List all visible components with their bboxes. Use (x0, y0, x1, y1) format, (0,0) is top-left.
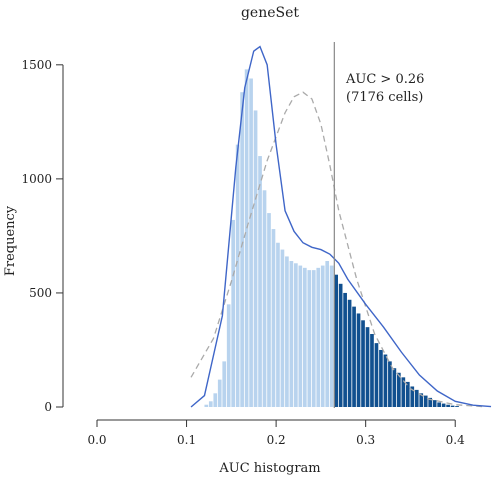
histogram-bar (343, 292, 347, 407)
x-tick-label: 0.2 (267, 433, 286, 447)
histogram-bar (307, 270, 312, 408)
histogram-bar (302, 267, 307, 407)
histogram-bar (226, 304, 231, 407)
annotation-threshold: AUC > 0.26 (345, 72, 424, 87)
histogram-bar (455, 406, 459, 407)
histogram-bar (397, 372, 401, 407)
x-tick-label: 0.4 (446, 433, 465, 447)
histogram-bar (244, 69, 249, 408)
histogram-bar (249, 78, 253, 407)
histogram-bar (401, 377, 406, 407)
histogram-bar (329, 265, 334, 407)
histogram-bar (213, 393, 218, 407)
histogram-bar (208, 401, 213, 407)
histogram-bars (204, 69, 459, 408)
y-tick-label: 1000 (21, 172, 52, 186)
histogram-bar (325, 261, 330, 407)
x-axis: 0.0 0.1 0.2 0.3 0.4 (87, 419, 465, 447)
y-tick-label: 500 (29, 286, 52, 300)
histogram-bar (432, 400, 437, 407)
histogram-bar (311, 270, 316, 408)
histogram-bar (370, 334, 374, 407)
histogram-bar (450, 405, 455, 407)
histogram-bar (437, 402, 441, 407)
histogram-bar (217, 379, 222, 408)
histogram-bar (383, 354, 388, 407)
density-curve-solid (190, 45, 492, 408)
histogram-bar (374, 343, 379, 408)
histogram-bar (356, 313, 361, 407)
annotation-cell-count: (7176 cells) (346, 90, 423, 105)
histogram-bar (338, 283, 343, 407)
x-tick-label: 0.1 (177, 433, 196, 447)
histogram-bar (235, 144, 240, 407)
histogram-bar (423, 395, 428, 407)
histogram-bar (280, 249, 285, 407)
histogram-bar (262, 190, 267, 407)
histogram-bar (414, 389, 419, 407)
histogram-bar (320, 265, 325, 407)
histogram-bar (388, 361, 392, 408)
histogram-bar (334, 274, 338, 407)
histogram-bar (258, 156, 262, 407)
histogram-bar (410, 386, 415, 407)
histogram-bar (446, 404, 450, 407)
x-axis-label: AUC histogram (218, 461, 320, 476)
histogram-bar (276, 242, 280, 407)
histogram-bar (222, 361, 227, 408)
histogram-bar (231, 219, 236, 407)
histogram-bar (253, 110, 258, 407)
histogram-bar (271, 229, 276, 407)
y-tick-label: 1500 (21, 58, 52, 72)
histogram-bar (405, 381, 410, 407)
histogram-bar (352, 306, 356, 408)
y-axis: 0 500 1000 1500 (21, 58, 64, 414)
histogram-bar (298, 265, 303, 407)
density-curves (190, 45, 492, 408)
x-tick-label: 0.3 (356, 433, 375, 447)
histogram-bar (285, 256, 289, 407)
histogram-bar (347, 299, 352, 407)
histogram-bar (441, 403, 446, 407)
histogram-bar (204, 404, 209, 407)
y-axis-label: Frequency (3, 205, 18, 276)
histogram-bar (316, 267, 321, 407)
histogram-bar (294, 263, 298, 407)
histogram-bar (289, 261, 294, 407)
histogram-bar (361, 320, 365, 407)
histogram-bar (392, 368, 397, 407)
histogram-bar (267, 213, 271, 407)
y-tick-label: 0 (44, 400, 52, 414)
density-curve-dashed (190, 91, 483, 408)
histogram-bar (365, 327, 370, 407)
x-tick-label: 0.0 (87, 433, 106, 447)
chart-title: geneSet (241, 5, 299, 21)
histogram-bar (428, 397, 433, 408)
histogram-bar (240, 92, 244, 407)
histogram-bar (379, 349, 383, 407)
histogram-bar (419, 393, 424, 407)
